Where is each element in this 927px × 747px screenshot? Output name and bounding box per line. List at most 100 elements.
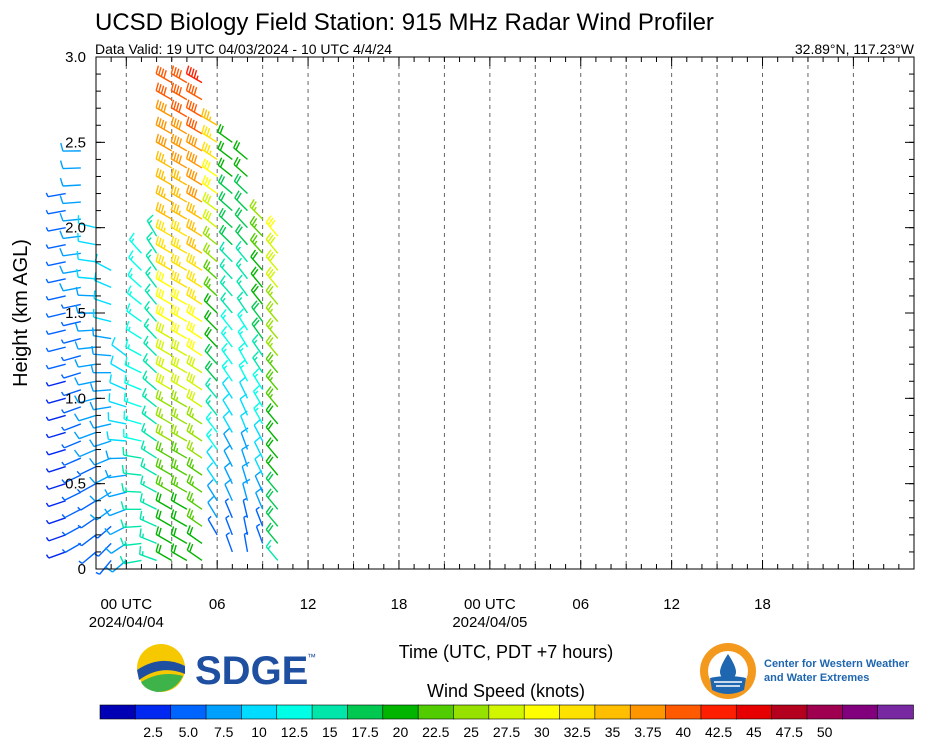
barb-feather	[191, 204, 195, 214]
colorbar-swatch	[877, 704, 914, 720]
barb-feather	[206, 428, 213, 436]
barb-feather	[59, 195, 64, 204]
barb-feather	[175, 290, 180, 299]
barb-feather	[251, 317, 258, 325]
wind-barb	[139, 528, 157, 545]
wind-barb	[265, 471, 279, 493]
wind-barb	[253, 436, 264, 459]
wind-barb	[89, 401, 112, 411]
barb-feather	[186, 371, 191, 381]
wind-barb	[186, 423, 203, 442]
wind-barb	[45, 414, 66, 422]
barb-feather	[188, 84, 193, 93]
barb-half-feather	[238, 280, 242, 285]
barb-feather	[74, 395, 80, 404]
barb-feather	[121, 464, 125, 474]
barb-half-feather	[225, 532, 230, 536]
barb-feather	[188, 254, 193, 263]
wind-barb	[186, 218, 203, 237]
wind-barb	[155, 184, 173, 203]
barb-feather	[158, 288, 162, 298]
colorbar-tick-label: 45	[746, 724, 762, 740]
barb-shaft	[254, 475, 264, 493]
barb-feather	[108, 393, 111, 402]
barb-half-feather	[254, 373, 259, 378]
barb-half-feather	[129, 273, 133, 278]
barb-feather	[188, 373, 193, 382]
wind-barb	[60, 354, 82, 362]
barb-feather	[267, 507, 274, 516]
barb-half-feather	[175, 430, 179, 436]
barb-feather	[185, 167, 190, 176]
wind-barb	[186, 508, 203, 527]
barb-shaft	[93, 316, 112, 323]
barb-feather	[188, 322, 193, 331]
wind-barb	[75, 286, 97, 297]
wind-barb	[185, 116, 203, 135]
barb-shaft	[170, 363, 188, 374]
barb-shaft	[170, 380, 188, 391]
wind-barb	[155, 526, 173, 545]
barb-feather	[217, 140, 222, 149]
barb-half-feather	[240, 364, 245, 369]
barb-feather	[170, 82, 175, 91]
wind-barb	[204, 326, 218, 348]
barb-shaft	[98, 542, 112, 557]
colorbar-swatch	[311, 704, 349, 720]
barb-feather	[127, 267, 133, 276]
barb-half-feather	[60, 356, 65, 361]
barb-feather	[236, 274, 243, 282]
barb-feather	[186, 440, 191, 449]
sdge-trademark: ™	[307, 652, 316, 662]
wind-barb	[220, 292, 233, 314]
barb-feather	[188, 186, 193, 195]
barb-feather	[124, 374, 127, 384]
barb-feather	[93, 290, 96, 299]
barb-half-feather	[45, 347, 49, 352]
barb-half-feather	[207, 266, 211, 272]
barb-shaft	[48, 346, 66, 353]
colorbar-tick-label: 47.5	[776, 724, 803, 740]
barb-feather	[173, 510, 177, 520]
x-tick-label: 00 UTC	[464, 596, 516, 613]
wind-barb	[243, 531, 249, 553]
barb-shaft	[241, 466, 249, 484]
barb-feather	[267, 234, 274, 243]
barb-shaft	[108, 419, 127, 425]
barb-feather	[203, 309, 210, 318]
barb-feather	[219, 241, 225, 250]
barb-shaft	[242, 483, 249, 501]
barb-shaft	[63, 286, 81, 292]
wind-barb	[144, 300, 158, 322]
wind-barb	[233, 140, 248, 160]
barb-feather	[188, 152, 193, 161]
barb-shaft	[225, 534, 233, 553]
barb-feather	[265, 471, 272, 479]
barb-feather	[89, 383, 94, 392]
barb-shaft	[123, 490, 142, 493]
barb-half-feather	[61, 531, 66, 536]
barb-shaft	[63, 303, 81, 309]
barb-shaft	[97, 525, 112, 539]
barb-feather	[160, 153, 165, 163]
wind-barb	[170, 65, 188, 84]
barb-feather	[205, 295, 212, 303]
colorbar-tick-label: 50	[817, 724, 833, 740]
barb-feather	[265, 266, 272, 275]
wind-barb	[111, 337, 127, 357]
barb-half-feather	[130, 238, 135, 243]
barb-feather	[186, 337, 191, 347]
wind-barb	[186, 474, 203, 493]
wind-barb	[186, 354, 203, 374]
barb-half-feather	[143, 445, 146, 451]
barb-shaft	[47, 295, 66, 301]
wind-barb	[185, 99, 203, 118]
barb-feather	[160, 256, 165, 265]
barb-feather	[163, 121, 167, 130]
colorbar-swatch	[135, 704, 172, 720]
barb-shaft	[221, 382, 233, 399]
wind-barb	[45, 278, 66, 284]
wind-barb	[145, 266, 158, 288]
barb-half-feather	[222, 297, 226, 302]
barb-feather	[173, 152, 177, 161]
